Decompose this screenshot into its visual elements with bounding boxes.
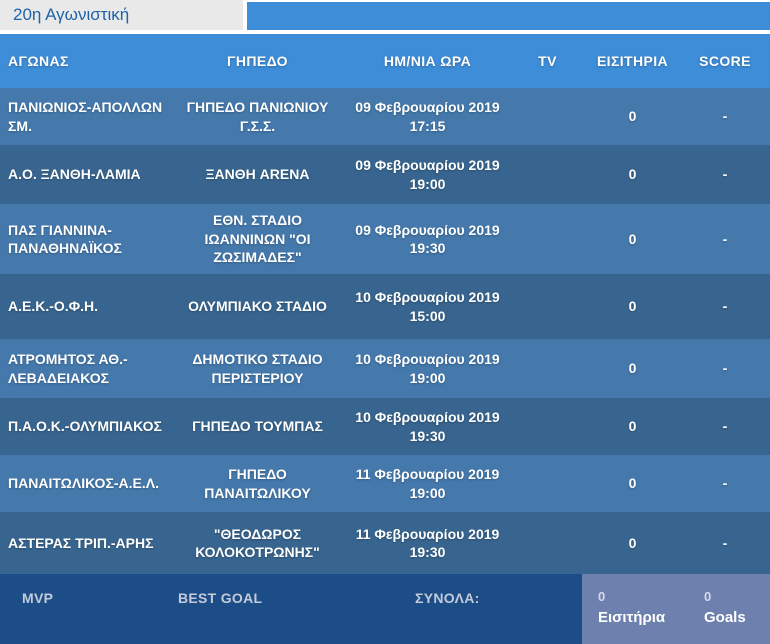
column-header-venue: ΓΗΠΕΔΟ — [227, 52, 288, 69]
score-value: - — [722, 230, 728, 247]
match-datetime: 11 Φεβρουαρίου 2019 19:30 — [345, 525, 510, 562]
match-date: 11 Φεβρουαρίου 2019 — [355, 525, 500, 542]
tickets-count: 0 — [628, 166, 637, 183]
match-name: Π.Α.Ο.Κ.-ΟΛΥΜΠΙΑΚΟΣ — [8, 418, 162, 435]
score-value: - — [722, 534, 728, 551]
match-date: 10 Φεβρουαρίου 2019 — [355, 289, 500, 306]
footer-bar: MVP BEST GOAL ΣΥΝΟΛΑ: 0 Εισιτήρια 0 Goal… — [0, 574, 770, 644]
totals-label: ΣΥΝΟΛΑ: — [415, 590, 480, 606]
score-value: - — [722, 166, 728, 183]
match-time: 15:00 — [409, 307, 446, 324]
venue-name: ΓΗΠΕΔΟ ΠΑΝΙΩΝΙΟΥ Γ.Σ.Σ. — [186, 99, 329, 134]
venue-name: ΔΗΜΟΤΙΚΟ ΣΤΑΔΙΟ ΠΕΡΙΣΤΕΡΙΟΥ — [192, 351, 323, 386]
match-datetime: 10 Φεβρουαρίου 2019 15:00 — [345, 288, 510, 325]
venue-name: "ΘΕΟΔΩΡΟΣ ΚΟΛΟΚΟΤΡΩΝΗΣ" — [195, 525, 320, 560]
match-time: 19:00 — [409, 175, 446, 192]
match-datetime: 10 Φεβρουαρίου 2019 19:00 — [345, 350, 510, 387]
score-value: - — [722, 108, 728, 125]
match-row[interactable]: Α.Ε.Κ.-Ο.Φ.Η. ΟΛΥΜΠΙΑΚΟ ΣΤΑΔΙΟ 10 Φεβρου… — [0, 274, 770, 339]
goals-total-value: 0 — [704, 589, 712, 604]
match-date: 09 Φεβρουαρίου 2019 — [355, 157, 500, 174]
table-header: ΑΓΩΝΑΣ ΓΗΠΕΔΟ ΗΜ/ΝΙΑ ΩΡΑ TV ΕΙΣΙΤΗΡΙΑ SC… — [0, 34, 770, 88]
match-row[interactable]: Α.Ο. ΞΑΝΘΗ-ΛΑΜΙΑ ΞΑΝΘΗ ARENA 09 Φεβρουαρ… — [0, 145, 770, 204]
score-value: - — [722, 418, 728, 435]
mvp-link[interactable]: MVP — [22, 590, 54, 606]
match-datetime: 09 Φεβρουαρίου 2019 19:30 — [345, 221, 510, 258]
goals-total-label: Goals — [704, 609, 746, 626]
best-goal-link[interactable]: BEST GOAL — [178, 590, 263, 606]
match-datetime: 09 Φεβρουαρίου 2019 17:15 — [345, 98, 510, 135]
column-header-datetime: ΗΜ/ΝΙΑ ΩΡΑ — [383, 52, 472, 69]
match-date: 11 Φεβρουαρίου 2019 — [355, 466, 500, 483]
tab-header-gap — [0, 30, 770, 34]
match-time: 19:30 — [409, 427, 446, 444]
match-time: 19:00 — [409, 369, 446, 386]
tab-bar-fill — [247, 2, 770, 30]
score-value: - — [722, 298, 728, 315]
match-name: Α.Ε.Κ.-Ο.Φ.Η. — [8, 298, 99, 315]
match-date: 09 Φεβρουαρίου 2019 — [355, 99, 500, 116]
match-name: ΑΤΡΟΜΗΤΟΣ ΑΘ.-ΛΕΒΑΔΕΙΑΚΟΣ — [8, 351, 128, 386]
match-name: Α.Ο. ΞΑΝΘΗ-ΛΑΜΙΑ — [8, 166, 141, 183]
tab-bar: 20η Αγωνιστική — [0, 0, 770, 30]
tickets-count: 0 — [628, 418, 637, 435]
match-name: ΠΑΣ ΓΙΑΝΝΙΝΑ-ΠΑΝΑΘΗΝΑΪΚΟΣ — [8, 221, 122, 256]
tickets-count: 0 — [628, 534, 637, 551]
venue-name: ΞΑΝΘΗ ARENA — [205, 166, 310, 183]
column-header-match: ΑΓΩΝΑΣ — [8, 52, 69, 69]
match-datetime: 11 Φεβρουαρίου 2019 19:00 — [345, 465, 510, 502]
venue-name: ΓΗΠΕΔΟ ΠΑΝΑΙΤΩΛΙΚΟΥ — [204, 466, 311, 501]
column-header-tv: TV — [538, 52, 557, 69]
match-date: 10 Φεβρουαρίου 2019 — [355, 409, 500, 426]
tickets-total-label: Εισιτήρια — [598, 609, 666, 626]
footer-left: MVP BEST GOAL ΣΥΝΟΛΑ: — [0, 574, 582, 644]
tickets-total-value: 0 — [598, 589, 606, 604]
match-row[interactable]: ΠΑΝΑΙΤΩΛΙΚΟΣ-Α.Ε.Λ. ΓΗΠΕΔΟ ΠΑΝΑΙΤΩΛΙΚΟΥ … — [0, 455, 770, 512]
tab-matchday[interactable]: 20η Αγωνιστική — [0, 0, 243, 30]
match-name: ΠΑΝΑΙΤΩΛΙΚΟΣ-Α.Ε.Λ. — [8, 475, 159, 492]
match-time: 19:30 — [409, 544, 446, 560]
match-datetime: 09 Φεβρουαρίου 2019 19:00 — [345, 156, 510, 193]
match-row[interactable]: Π.Α.Ο.Κ.-ΟΛΥΜΠΙΑΚΟΣ ΓΗΠΕΔΟ ΤΟΥΜΠΑΣ 10 Φε… — [0, 398, 770, 455]
venue-name: ΟΛΥΜΠΙΑΚΟ ΣΤΑΔΙΟ — [188, 298, 327, 315]
match-time: 17:15 — [409, 117, 446, 134]
match-datetime: 10 Φεβρουαρίου 2019 19:30 — [345, 408, 510, 445]
match-date: 10 Φεβρουαρίου 2019 — [355, 351, 500, 368]
match-row[interactable]: ΑΤΡΟΜΗΤΟΣ ΑΘ.-ΛΕΒΑΔΕΙΑΚΟΣ ΔΗΜΟΤΙΚΟ ΣΤΑΔΙ… — [0, 339, 770, 398]
tickets-total-block: 0 Εισιτήρια — [598, 586, 665, 628]
column-header-score: SCORE — [699, 52, 751, 69]
match-name: ΠΑΝΙΩΝΙΟΣ-ΑΠΟΛΛΩΝ ΣΜ. — [8, 99, 163, 134]
match-row[interactable]: ΠΑΣ ΓΙΑΝΝΙΝΑ-ΠΑΝΑΘΗΝΑΪΚΟΣ ΕΘΝ. ΣΤΑΔΙΟ ΙΩ… — [0, 204, 770, 274]
match-name: ΑΣΤΕΡΑΣ ΤΡΙΠ.-ΑΡΗΣ — [8, 534, 154, 551]
tickets-count: 0 — [628, 360, 637, 377]
venue-name: ΕΘΝ. ΣΤΑΔΙΟ ΙΩΑΝΝΙΝΩΝ "ΟΙ ΖΩΣΙΜΑΔΕΣ" — [204, 212, 311, 266]
column-header-tickets: ΕΙΣΙΤΗΡΙΑ — [596, 52, 669, 69]
venue-name: ΓΗΠΕΔΟ ΤΟΥΜΠΑΣ — [192, 418, 323, 435]
tickets-count: 0 — [628, 108, 637, 125]
score-value: - — [722, 360, 728, 377]
tickets-count: 0 — [628, 475, 637, 492]
match-row[interactable]: ΑΣΤΕΡΑΣ ΤΡΙΠ.-ΑΡΗΣ "ΘΕΟΔΩΡΟΣ ΚΟΛΟΚΟΤΡΩΝΗ… — [0, 512, 770, 574]
footer-totals-panel: 0 Εισιτήρια 0 Goals — [582, 574, 770, 644]
match-time: 19:00 — [409, 484, 446, 501]
match-row[interactable]: ΠΑΝΙΩΝΙΟΣ-ΑΠΟΛΛΩΝ ΣΜ. ΓΗΠΕΔΟ ΠΑΝΙΩΝΙΟΥ Γ… — [0, 88, 770, 145]
goals-total-block: 0 Goals — [704, 586, 746, 628]
match-time: 19:30 — [409, 240, 446, 256]
match-date: 09 Φεβρουαρίου 2019 — [355, 221, 500, 238]
score-value: - — [722, 475, 728, 492]
tickets-count: 0 — [628, 230, 637, 247]
tickets-count: 0 — [628, 298, 637, 315]
